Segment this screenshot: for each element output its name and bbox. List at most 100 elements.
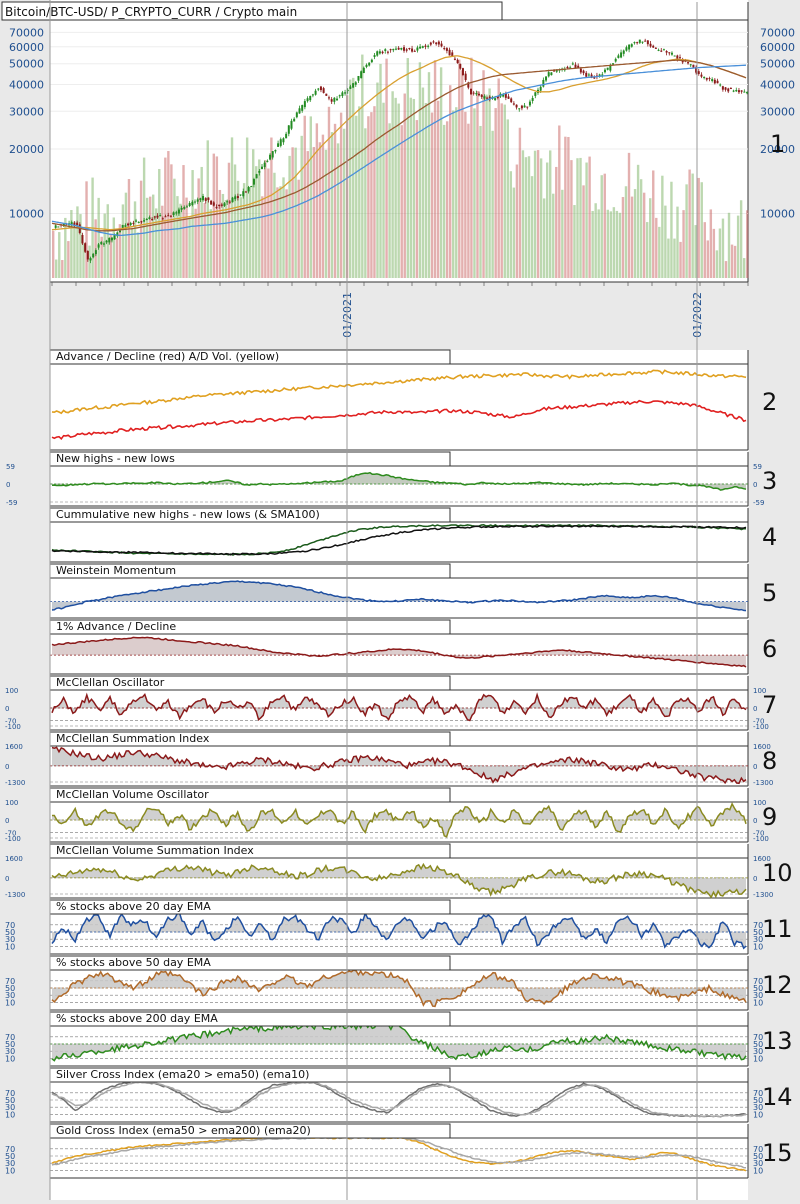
candle-body (411, 48, 414, 52)
volume-bar (382, 102, 385, 279)
candle-body (333, 97, 336, 102)
candle-body (660, 50, 663, 52)
volume-bar (297, 179, 300, 278)
candle-body (322, 88, 325, 93)
series-fill (52, 694, 746, 721)
axis-gap (0, 282, 800, 350)
candle-body (242, 191, 245, 197)
panel-number: 2 (762, 388, 777, 416)
candle-body (325, 93, 328, 96)
volume-bar (597, 209, 600, 278)
y-tick-label-right: -100 (753, 835, 769, 843)
candle-body (319, 86, 322, 91)
volume-bar (288, 155, 291, 278)
volume-bar (358, 106, 361, 278)
volume-bar (339, 112, 343, 278)
candle-body (526, 106, 529, 108)
volume-bar (206, 140, 209, 278)
volume-bar (667, 238, 670, 278)
panel-number: 4 (762, 523, 777, 551)
candle-body (582, 70, 585, 74)
candle-body (231, 197, 234, 203)
y-tick-label-right: -100 (753, 723, 769, 731)
candle-body (708, 78, 711, 80)
candle-body (579, 68, 582, 73)
volume-bar (518, 127, 522, 278)
candle-body (429, 42, 432, 45)
volume-bar (185, 197, 188, 278)
y-tick-label-left: 70 (5, 921, 15, 930)
panel-number: 10 (762, 859, 793, 887)
candle-body (92, 253, 95, 258)
volume-bar (282, 177, 285, 278)
candle-body (705, 77, 708, 80)
candle-body (440, 43, 443, 47)
volume-bar (406, 58, 409, 278)
candle-body (601, 74, 604, 76)
candle-body (314, 90, 317, 95)
volume-bar (570, 160, 573, 278)
volume-bar (436, 100, 440, 279)
volume-bar (461, 70, 464, 278)
volume-bar (324, 149, 328, 278)
candle-body (408, 48, 411, 50)
panel-title: New highs - new lows (56, 452, 175, 465)
y-tick-label-left: 30 (5, 935, 15, 944)
y-tick-label-right: 30 (753, 1159, 763, 1168)
volume-bars (52, 54, 749, 279)
candle-body (472, 92, 475, 94)
volume-bar (449, 85, 452, 278)
y-tick-label-left: -70 (5, 830, 16, 838)
candle-body (153, 216, 156, 218)
volume-bar (212, 153, 216, 278)
candle-body (188, 203, 191, 207)
candle-body (531, 97, 534, 101)
volume-bar (585, 162, 588, 278)
volume-bar (455, 107, 458, 279)
candle-body (443, 48, 446, 50)
volume-bar (521, 150, 525, 278)
volume-bar (176, 196, 179, 278)
y-tick-label-right: 59 (753, 463, 762, 471)
candle-body (494, 98, 497, 101)
y-tick-label-left: 20000 (9, 143, 44, 156)
candle-body (644, 40, 647, 42)
panel-number: 13 (762, 1027, 793, 1055)
volume-bar (485, 94, 488, 279)
candle-body (389, 49, 392, 51)
candle-body (577, 65, 580, 68)
volume-bar (209, 209, 212, 278)
volume-bar (497, 78, 500, 278)
volume-bar (670, 181, 673, 278)
candle-body (488, 96, 491, 100)
candle-body (244, 191, 247, 193)
volume-bar (130, 227, 134, 278)
candle-body (159, 215, 162, 217)
volume-bar (294, 147, 297, 278)
y-tick-label-right: 0 (753, 705, 757, 713)
candle-body (110, 237, 113, 241)
candle-body (285, 133, 288, 139)
candle-body (394, 48, 397, 50)
candle-body (593, 77, 596, 79)
candle-body (196, 199, 199, 202)
volume-bar (270, 137, 273, 278)
volume-bar (500, 103, 503, 278)
volume-bar (427, 72, 431, 278)
volume-bar (558, 125, 561, 278)
volume-bar (412, 98, 416, 278)
y-tick-label-left: 50 (5, 1040, 15, 1049)
volume-bar (539, 158, 543, 278)
candle-body (435, 42, 438, 45)
panel-title: Advance / Decline (red) A/D Vol. (yellow… (56, 350, 279, 363)
candle-body (330, 99, 333, 102)
volume-bar (564, 136, 567, 278)
volume-bar (636, 164, 640, 278)
candle-body (236, 196, 239, 199)
volume-bar (64, 217, 67, 278)
volume-bar (327, 106, 331, 279)
volume-bar (333, 123, 337, 278)
volume-bar (579, 157, 582, 278)
